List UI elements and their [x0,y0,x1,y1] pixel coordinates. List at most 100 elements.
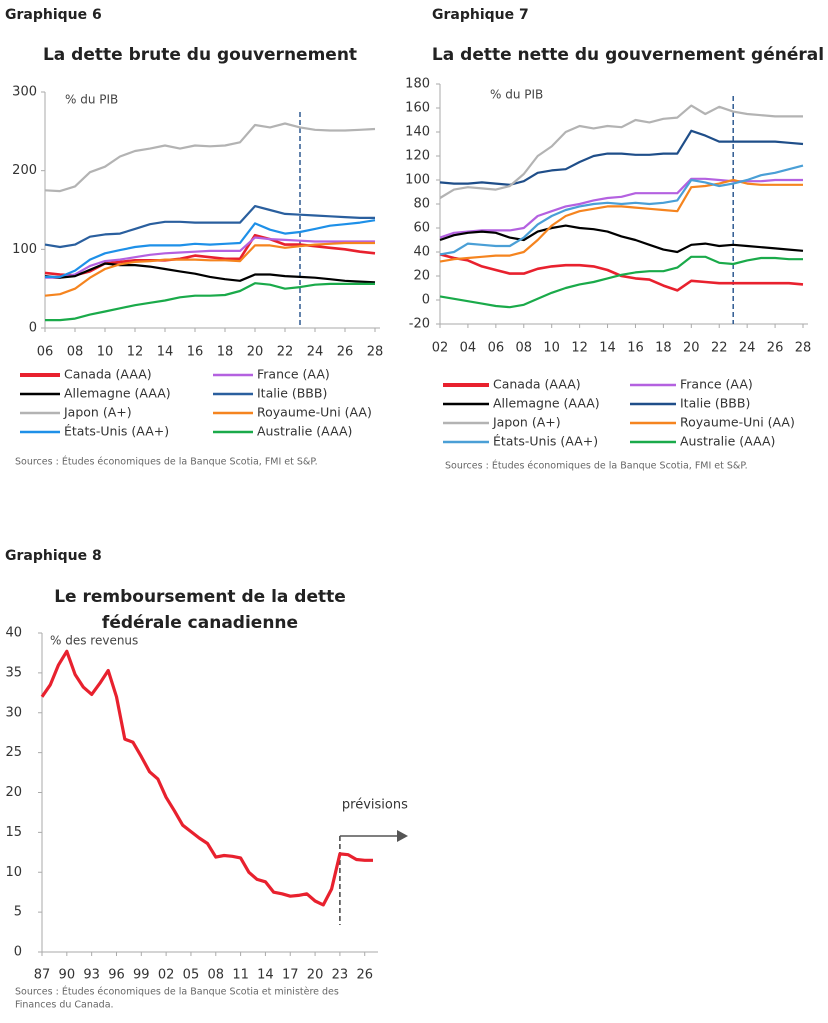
y-axis-label: % des revenus [50,634,138,648]
x-tick-label: 96 [108,968,125,983]
legend-label: Australie (AAA) [680,434,775,449]
y-tick-label: 5 [14,905,22,920]
series-line [439,255,803,309]
chart-title: fédérale canadienne [102,613,298,633]
x-tick-label: 20 [683,341,700,356]
legend-label: Royaume-Uni (AA) [257,405,372,420]
x-tick-label: 10 [97,345,114,360]
x-tick-label: 17 [282,968,299,983]
y-tick-label: 40 [413,245,430,260]
y-tick-label: 30 [5,705,22,720]
legend-label: Royaume-Uni (AA) [680,415,795,430]
x-tick-label: 90 [59,968,76,983]
series-line [439,129,804,186]
series-line [439,178,803,263]
x-tick-label: 22 [711,341,728,356]
y-tick-label: 0 [14,945,22,960]
y-tick-label: 100 [12,242,37,257]
y-tick-label: -20 [409,317,430,332]
x-tick-label: 16 [627,341,644,356]
x-tick-label: 05 [183,968,200,983]
x-tick-label: 20 [247,345,264,360]
x-tick-label: 18 [217,345,234,360]
x-tick-label: 23 [332,968,349,983]
chart-title: La dette brute du gouvernement [43,45,357,65]
x-tick-label: 10 [543,341,560,356]
x-tick-label: 28 [795,341,812,356]
series-line [45,282,375,322]
series-line [439,224,804,254]
y-tick-label: 140 [405,125,430,140]
y-axis-label: % du PIB [65,93,118,107]
series-line [439,253,804,292]
x-tick-label: 16 [187,345,204,360]
x-tick-label: 24 [739,341,756,356]
x-tick-label: 08 [67,345,84,360]
series-line [439,177,803,239]
x-tick-label: 24 [307,345,324,360]
y-tick-label: 20 [413,269,430,284]
chart-title: Le remboursement de la dette [54,587,346,607]
series-line [45,236,375,279]
chart-label: Graphique 6 [5,7,102,23]
x-tick-label: 18 [655,341,672,356]
x-tick-label: 02 [432,341,449,356]
chart-label: Graphique 7 [432,7,529,23]
x-tick-label: 28 [367,345,384,360]
series-line [44,122,376,193]
series-line [45,219,376,278]
legend-label: Australie (AAA) [257,424,352,439]
y-tick-label: 80 [413,197,430,212]
legend-label: Canada (AAA) [64,367,152,382]
legend-label: Allemagne (AAA) [64,386,171,401]
x-tick-label: 12 [127,345,144,360]
y-tick-label: 160 [405,101,430,116]
chart-title: La dette nette du gouvernement général [432,45,824,65]
x-tick-label: 12 [571,341,588,356]
x-tick-label: 26 [356,968,373,983]
x-tick-label: 06 [488,341,505,356]
y-tick-label: 60 [413,221,430,236]
x-tick-label: 14 [157,345,174,360]
annotation: prévisions [342,798,408,813]
x-tick-label: 87 [34,968,51,983]
series-line [439,104,803,199]
x-tick-label: 04 [460,341,477,356]
y-tick-label: 25 [5,745,22,760]
series-line [439,164,804,256]
x-tick-label: 02 [158,968,175,983]
source-note: Sources : Études économiques de la Banqu… [15,986,339,998]
y-tick-label: 100 [405,173,430,188]
source-note: Sources : Études économiques de la Banqu… [15,456,318,468]
y-tick-label: 0 [422,293,430,308]
series-line [44,262,376,284]
x-tick-label: 11 [232,968,249,983]
series-line [44,205,375,249]
source-note: Finances du Canada. [15,1000,114,1011]
x-tick-label: 20 [307,968,324,983]
legend-label: Allemagne (AAA) [493,396,600,411]
legend-label: France (AA) [257,367,330,382]
source-note: Sources : Études économiques de la Banqu… [445,460,748,472]
y-tick-label: 180 [405,77,430,92]
x-tick-label: 08 [515,341,532,356]
y-tick-label: 120 [405,149,430,164]
y-tick-label: 20 [5,785,22,800]
series-line [44,241,375,297]
x-tick-label: 08 [208,968,225,983]
y-tick-label: 300 [12,85,37,100]
chart-label: Graphique 8 [5,548,102,564]
series-line [40,649,373,907]
legend-label: France (AA) [680,377,753,392]
y-tick-label: 15 [5,825,22,840]
y-tick-label: 10 [5,865,22,880]
arrow-head [397,830,408,842]
legend-label: Japon (A+) [492,415,561,430]
x-tick-label: 26 [767,341,784,356]
y-tick-label: 0 [29,321,37,336]
y-tick-label: 200 [12,163,37,178]
legend-label: Canada (AAA) [493,377,581,392]
y-tick-label: 35 [5,665,22,680]
x-tick-label: 22 [277,345,294,360]
